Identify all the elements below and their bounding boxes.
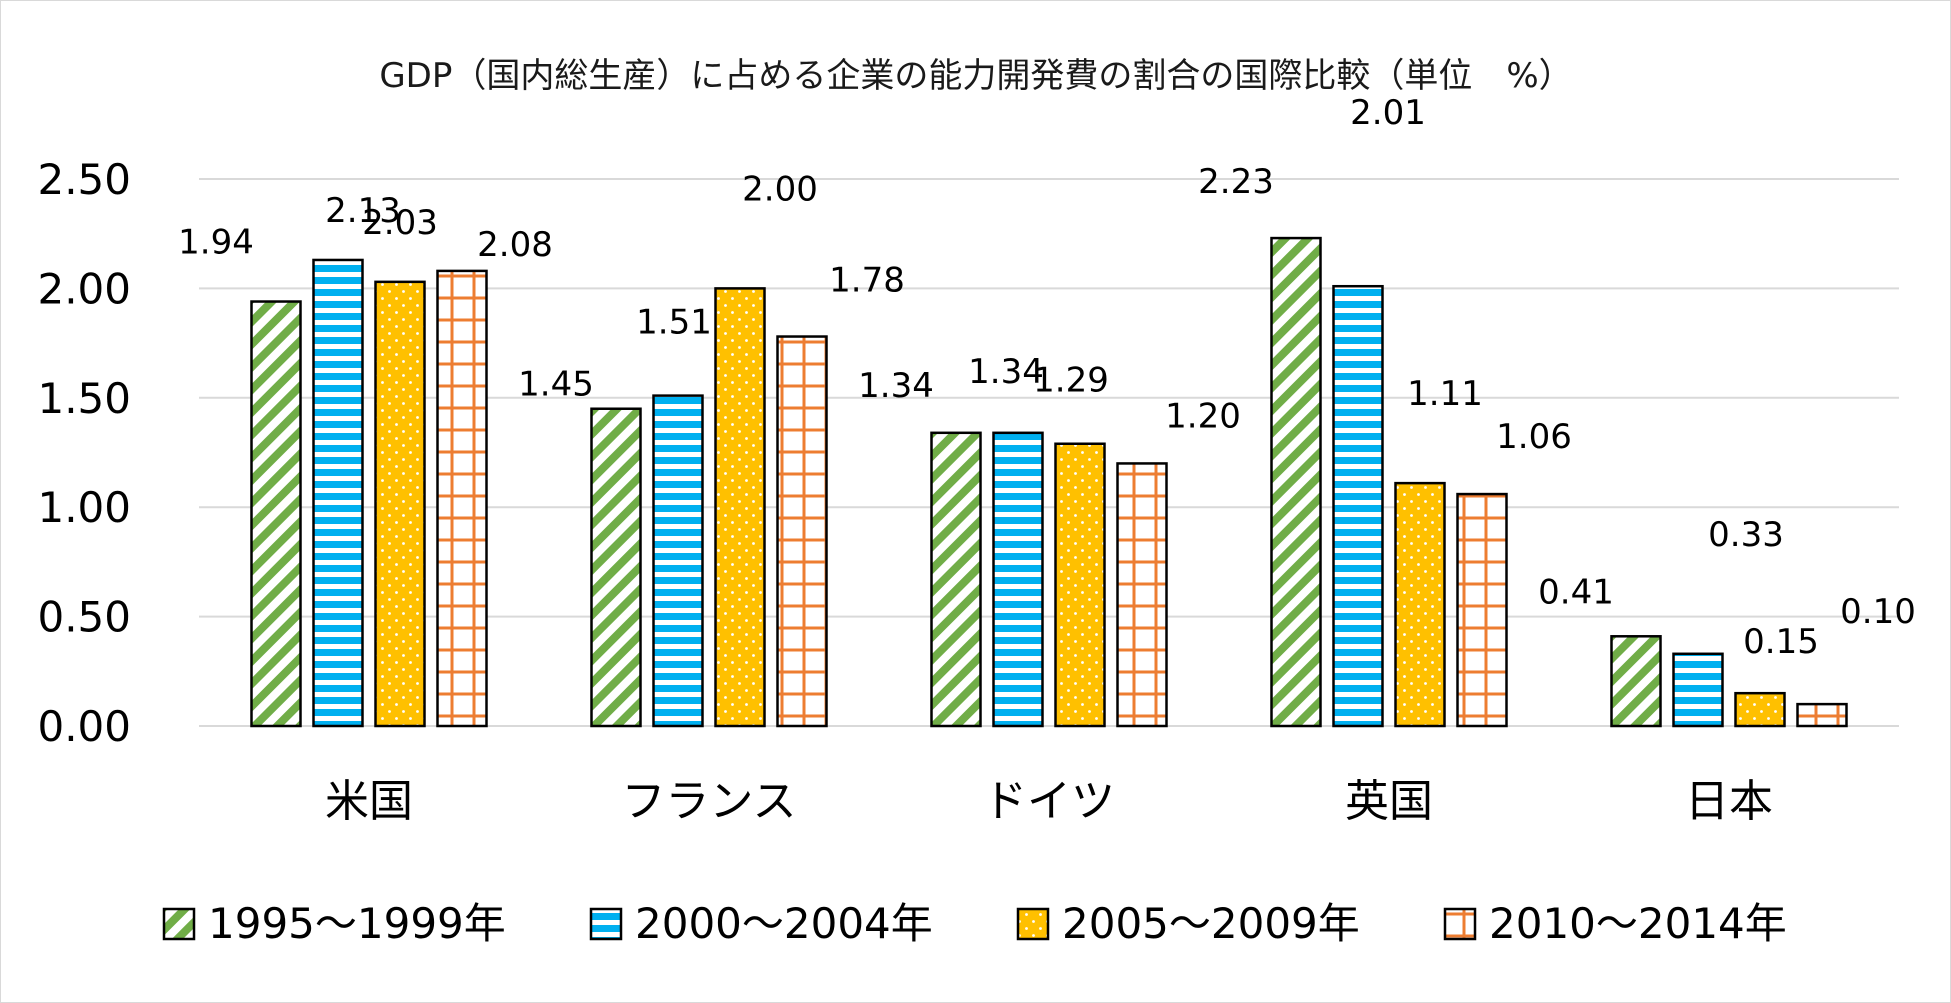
bar — [1054, 442, 1106, 728]
legend-label: 2000～2004年 — [635, 899, 933, 948]
data-label: 1.94 — [178, 223, 254, 263]
data-label: 2.13 — [325, 191, 401, 231]
bar — [1394, 481, 1446, 728]
legend-item: 1995～1999年 — [162, 899, 506, 948]
legend-swatch — [1016, 907, 1050, 941]
data-label: 1.20 — [1165, 396, 1241, 436]
x-axis-categories: 米国 フランス ドイツ 英国 日本 — [325, 776, 1773, 827]
data-label: 1.06 — [1496, 417, 1572, 457]
bar — [652, 394, 704, 728]
legend-label: 2005～2009年 — [1062, 899, 1360, 948]
legend-item: 2010～2014年 — [1443, 899, 1787, 948]
bar — [992, 431, 1044, 728]
data-label: 2.08 — [477, 225, 553, 265]
data-label: 1.34 — [858, 366, 934, 406]
bar — [714, 287, 766, 728]
legend-item: 2000～2004年 — [589, 899, 933, 948]
data-label: 1.45 — [518, 365, 594, 405]
data-label: 1.29 — [1033, 361, 1109, 401]
data-label: 1.11 — [1407, 374, 1483, 414]
legend-swatch — [1443, 907, 1477, 941]
legend-label: 1995～1999年 — [208, 899, 506, 948]
bar — [930, 431, 982, 728]
bar — [1116, 462, 1168, 728]
bar — [1734, 691, 1786, 728]
x-category-label: 米国 — [325, 776, 413, 827]
data-label: 2.03 — [362, 203, 438, 243]
data-label: 1.51 — [636, 303, 712, 343]
x-category-label: 英国 — [1345, 776, 1433, 827]
bar — [1332, 284, 1384, 728]
bar — [436, 269, 488, 728]
y-tick-label: 2.50 — [37, 155, 131, 204]
data-label: 2.01 — [1350, 93, 1426, 133]
y-tick-label: 0.00 — [37, 702, 131, 751]
data-label: 1.34 — [968, 352, 1044, 392]
bar — [1270, 236, 1322, 728]
data-label: 0.33 — [1708, 515, 1784, 555]
bar — [1456, 492, 1508, 728]
data-label: 1.78 — [829, 261, 905, 301]
y-tick-label: 1.50 — [37, 374, 131, 423]
bar — [1672, 652, 1724, 728]
y-tick-label: 2.00 — [37, 264, 131, 313]
x-category-label: フランス — [621, 776, 796, 827]
data-label: 0.10 — [1840, 592, 1916, 632]
bar — [374, 280, 426, 728]
legend-item: 2005～2009年 — [1016, 899, 1360, 948]
bar — [250, 300, 302, 728]
legend-swatch — [162, 907, 196, 941]
data-labels: 1.94 2.132.03 2.08 1.45 1.51 2.00 1.78 1.34 1.34… — [178, 93, 1916, 662]
bars — [250, 236, 1848, 728]
bar — [776, 335, 828, 728]
data-label: 0.41 — [1538, 572, 1614, 612]
data-label: 2.23 — [1198, 162, 1274, 202]
x-category-label: 日本 — [1685, 776, 1773, 827]
data-label: 0.15 — [1743, 622, 1819, 662]
y-tick-label: 0.50 — [37, 593, 131, 642]
bar — [1796, 702, 1848, 728]
legend: 1995～1999年 2000～2004年 2005～2009年 2010～2014年 — [162, 899, 1787, 948]
data-label: 2.00 — [742, 169, 818, 209]
x-category-label: ドイツ — [983, 776, 1115, 827]
y-tick-label: 1.00 — [37, 483, 131, 532]
bar — [312, 258, 364, 728]
bar — [1610, 635, 1662, 728]
legend-label: 2010～2014年 — [1489, 899, 1787, 948]
y-axis-ticks: 0.00 0.50 1.00 1.50 2.00 2.50 — [37, 155, 131, 751]
bar — [590, 407, 642, 728]
legend-swatch — [589, 907, 623, 941]
chart-title: GDP（国内総生産）に占める企業の能力開発費の割合の国際比較（単位 %） — [379, 56, 1572, 96]
